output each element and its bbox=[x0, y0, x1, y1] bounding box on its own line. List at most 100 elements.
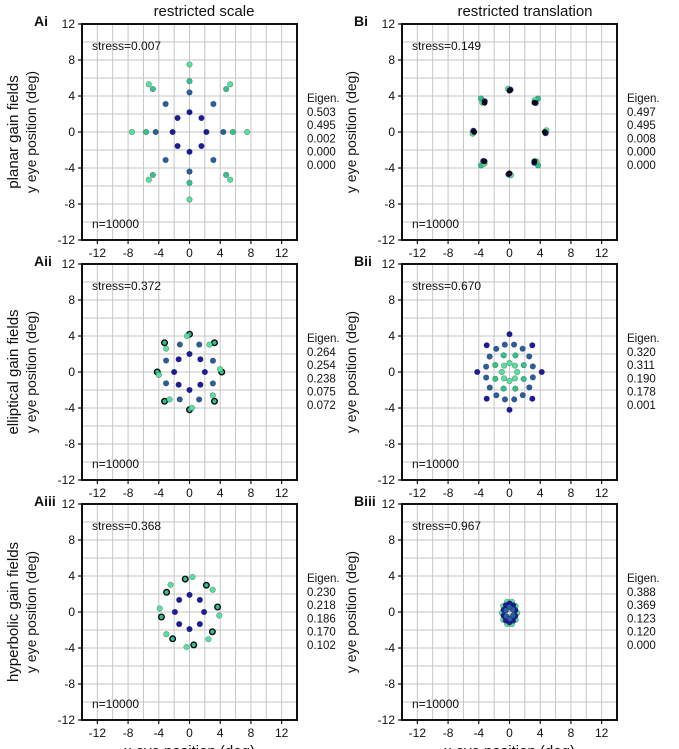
data-point bbox=[174, 142, 181, 150]
panel-Biii: Biii -12 -8 -4 0 4 8 12 12 8 4 0 -4 -8 -12 y eye positi… bbox=[343, 493, 660, 749]
data-points bbox=[498, 598, 521, 628]
eigen-value: 0.170 bbox=[307, 627, 336, 639]
eigen-value: 0.495 bbox=[307, 120, 336, 132]
data-point bbox=[183, 333, 191, 340]
data-point bbox=[162, 156, 169, 164]
data-point bbox=[506, 170, 513, 177]
data-point bbox=[201, 368, 208, 376]
data-point bbox=[196, 620, 203, 628]
eigen-value: 0.178 bbox=[627, 387, 656, 399]
data-point bbox=[162, 380, 170, 387]
grid bbox=[402, 24, 617, 240]
data-point bbox=[163, 345, 170, 352]
eigen-value: 0.254 bbox=[307, 360, 336, 372]
data-point bbox=[198, 114, 205, 122]
x-tick-label: 4 bbox=[537, 726, 544, 740]
x-tick-label: -12 bbox=[89, 726, 107, 740]
y-tick-label: -12 bbox=[58, 713, 76, 727]
y-tick-label: -4 bbox=[384, 161, 395, 175]
data-point bbox=[186, 78, 193, 85]
x-tick-label: 0 bbox=[186, 726, 193, 740]
data-point bbox=[197, 356, 204, 363]
data-point bbox=[186, 196, 193, 203]
data-point bbox=[162, 100, 169, 108]
data-point bbox=[196, 396, 203, 403]
eigen-value: 0.320 bbox=[627, 347, 656, 359]
data-point bbox=[483, 342, 490, 349]
stress-label: stress=0.967 bbox=[412, 519, 481, 533]
grid bbox=[402, 264, 617, 480]
panel-label-Bii: Bii bbox=[354, 253, 372, 269]
data-point bbox=[210, 339, 218, 347]
x-tick-label: 8 bbox=[248, 246, 255, 260]
panel-Ai: Ai -12 -8 -4 0 4 8 12 12 8 4 0 -4 -8 -12 y eye position… bbox=[23, 13, 340, 260]
n-label: n=10000 bbox=[412, 457, 459, 471]
data-point bbox=[176, 596, 183, 604]
x-tick-label: 8 bbox=[568, 246, 575, 260]
data-point bbox=[531, 99, 538, 106]
eigen-value: 0.369 bbox=[627, 600, 656, 612]
data-point bbox=[501, 396, 509, 403]
row-label-planar: planar gain fields bbox=[5, 75, 22, 188]
eigen-value: 0.000 bbox=[307, 160, 336, 172]
y-tick-label: -8 bbox=[384, 437, 395, 451]
x-tick-label: 4 bbox=[217, 726, 224, 740]
eigen-value: 0.000 bbox=[627, 147, 656, 159]
x-tick-label: 4 bbox=[537, 246, 544, 260]
data-point bbox=[506, 87, 513, 94]
data-point bbox=[206, 341, 213, 348]
data-point bbox=[208, 628, 216, 636]
data-point bbox=[196, 341, 203, 348]
stress-label: stress=0.149 bbox=[412, 39, 481, 53]
x-tick-label: 12 bbox=[275, 486, 289, 500]
x-tick-label: 4 bbox=[217, 246, 224, 260]
data-point bbox=[186, 386, 193, 394]
row-label-hyperbolic: hyperbolic gain fields bbox=[5, 542, 22, 682]
y-tick-label: -8 bbox=[64, 197, 75, 211]
n-label: n=10000 bbox=[412, 217, 459, 231]
data-point bbox=[209, 392, 216, 399]
x-tick-label: 0 bbox=[506, 486, 513, 500]
eigen-value: 0.238 bbox=[307, 373, 336, 385]
y-axis-label: y eye position (deg) bbox=[343, 71, 359, 193]
panel-label-Bi: Bi bbox=[354, 13, 368, 29]
y-tick-label: -4 bbox=[64, 401, 75, 415]
data-point bbox=[186, 625, 193, 633]
eigen-value: 0.264 bbox=[307, 347, 336, 359]
data-point bbox=[174, 114, 181, 122]
y-axis-label: y eye position (deg) bbox=[23, 311, 39, 433]
x-tick-label: -8 bbox=[123, 486, 134, 500]
data-point bbox=[511, 362, 519, 369]
data-point bbox=[196, 596, 203, 604]
y-tick-label: -8 bbox=[384, 677, 395, 691]
data-point bbox=[186, 109, 193, 116]
data-point bbox=[163, 588, 171, 596]
eigen-value: 0.311 bbox=[627, 360, 655, 372]
data-point bbox=[223, 85, 230, 93]
data-point bbox=[511, 396, 518, 403]
y-tick-label: -12 bbox=[378, 473, 396, 487]
data-point bbox=[529, 374, 536, 381]
data-point bbox=[514, 368, 521, 376]
data-point bbox=[157, 613, 165, 621]
data-point bbox=[520, 362, 527, 369]
data-point bbox=[500, 375, 508, 382]
n-label: n=10000 bbox=[92, 457, 139, 471]
y-tick-label: 4 bbox=[388, 89, 395, 103]
n-label: n=10000 bbox=[92, 697, 139, 711]
grid bbox=[82, 504, 297, 720]
y-tick-label: 4 bbox=[68, 329, 75, 343]
data-point bbox=[205, 636, 212, 643]
eigen-value: 0.000 bbox=[627, 160, 656, 172]
x-tick-label: -4 bbox=[153, 486, 164, 500]
grid bbox=[402, 504, 617, 720]
data-point bbox=[506, 359, 513, 367]
x-tick-label: 8 bbox=[568, 726, 575, 740]
y-tick-label: 0 bbox=[68, 365, 75, 379]
data-point bbox=[500, 362, 508, 369]
data-point bbox=[171, 368, 178, 376]
data-point bbox=[509, 612, 517, 619]
eigen-header: Eigen. bbox=[627, 93, 660, 105]
y-tick-label: -12 bbox=[58, 473, 76, 487]
y-tick-label: 8 bbox=[68, 533, 75, 547]
